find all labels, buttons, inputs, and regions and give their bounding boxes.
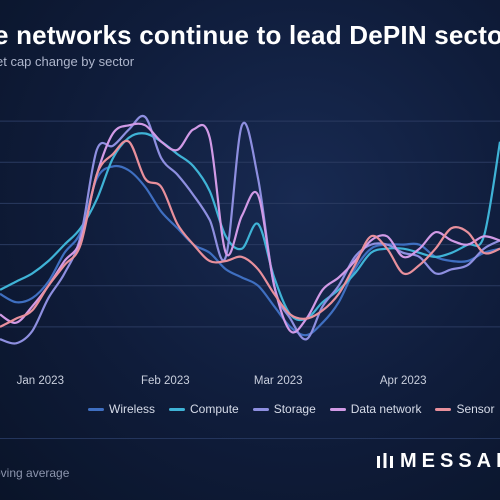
messari-logo-icon: [377, 453, 393, 468]
chart-title: e networks continue to lead DePIN secto: [0, 20, 500, 50]
footnote: oving average: [0, 466, 70, 480]
series-lines: [0, 114, 500, 345]
x-tick-label-0: Jan 2023: [17, 375, 64, 387]
brand-name: MESSAR: [400, 449, 500, 472]
legend-swatch-data-network: [329, 407, 346, 411]
x-tick-label-2: Mar 2023: [254, 375, 303, 387]
legend-label-sensor: Sensor: [456, 402, 495, 416]
legend-swatch-storage: [252, 407, 269, 411]
series-line-storage: [0, 114, 500, 345]
series-line-sensor: [0, 139, 500, 328]
legend-label-wireless: Wireless: [109, 402, 156, 416]
x-axis-ticks: Jan 2023 Feb 2023 Mar 2023 Apr 2023: [17, 375, 427, 387]
legend-swatch-compute: [169, 407, 186, 411]
legend-swatch-wireless: [88, 407, 104, 411]
series-line-compute: [0, 132, 500, 322]
legend-label-storage: Storage: [273, 402, 316, 416]
series-line-data-network: [0, 122, 500, 334]
brand-logo: MESSAR: [376, 448, 500, 474]
gridlines: [0, 120, 500, 328]
legend-item-data-network: Data network: [329, 402, 422, 416]
legend-item-sensor: Sensor: [435, 402, 494, 416]
footer-divider: [0, 438, 500, 439]
legend-item-wireless: Wireless: [88, 402, 155, 416]
chart-legend: Wireless Compute Storage Data network Sensor: [88, 400, 494, 418]
x-tick-label-1: Feb 2023: [141, 375, 190, 387]
legend-item-storage: Storage: [252, 402, 316, 416]
x-tick-label-3: Apr 2023: [380, 375, 427, 387]
legend-swatch-sensor: [435, 407, 452, 411]
chart-subtitle: et cap change by sector: [0, 54, 135, 69]
legend-label-compute: Compute: [190, 402, 239, 416]
legend-label-data-network: Data network: [350, 402, 422, 416]
legend-item-compute: Compute: [169, 402, 239, 416]
